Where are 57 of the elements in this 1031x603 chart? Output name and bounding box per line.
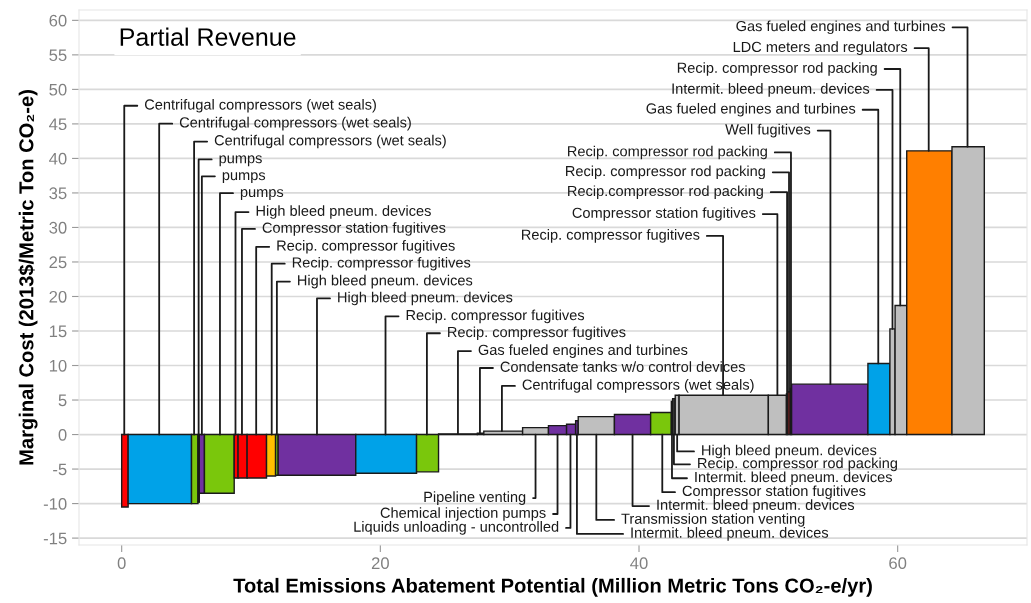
annotation: pumps <box>219 155 262 167</box>
annotation: High bleed pneum. devices <box>256 205 431 219</box>
annotation: Recip. compressor rod packing <box>677 62 877 76</box>
y-tick-label: 45 <box>49 118 67 131</box>
x-tick-label: 60 <box>889 557 907 570</box>
annotation: Well fugitives <box>725 123 811 138</box>
y-tick-label: 55 <box>49 49 67 62</box>
annotation: Compressor station fugitives <box>572 207 756 221</box>
annotation: Intermit. bleed pneum. devices <box>672 83 870 97</box>
annotation: Centrifugal compressors (wet seals) <box>144 98 376 113</box>
annotation: Gas fueled engines and turbines <box>646 102 856 117</box>
annotation: pumps <box>222 172 266 184</box>
annotation: Recip. compressor fugitives <box>522 229 700 243</box>
annotation: Recip. compressor fugitives <box>448 326 626 341</box>
annotation: Recip. compressor fugitives <box>292 256 471 271</box>
annotation: Chemical injection pumps <box>380 507 546 521</box>
y-tick-label: 20 <box>49 290 67 303</box>
x-tick-label: 20 <box>371 557 389 570</box>
y-tick-label: 5 <box>58 394 67 407</box>
annotation: Intermit. bleed pneum. devices <box>657 499 855 513</box>
annotation: Intermit. bleed pneum. devices <box>695 471 893 486</box>
annotation: Centrifugal compressors (wet seals) <box>179 116 411 131</box>
annotation: Recip. compressor fugitives <box>406 309 585 324</box>
annotation: Compressor station fugitives <box>262 222 446 236</box>
annotation: Centrifugal compressors (wet seals) <box>214 134 446 149</box>
annotation: Gas fueled engines and turbines <box>478 344 688 358</box>
y-tick-label: -5 <box>53 463 67 476</box>
text: Partial Revenue <box>120 27 296 46</box>
annotation: Transmission station venting <box>621 513 805 527</box>
y-tick-label: -15 <box>43 532 67 545</box>
annotation: LDC meters and regulators <box>733 41 908 55</box>
y-tick-label: 10 <box>49 359 67 372</box>
annotation: Recip. compressor fugitives <box>277 240 455 254</box>
y-tick-label: 40 <box>49 152 67 165</box>
annotation: Intermit. bleed pneum. devices <box>631 527 829 541</box>
y-tick-label: 30 <box>49 221 67 234</box>
x-tick-label: 0 <box>117 557 126 570</box>
y-tick-label: -10 <box>43 497 67 510</box>
annotation: Pipeline venting <box>424 491 526 505</box>
annotation: Liquids unloading - uncontrolled <box>354 521 559 535</box>
x-axis-title: Total Emissions Abatement Potential (Million Metric Tons CO₂-e/yr) <box>233 577 872 597</box>
annotation: pumps <box>240 189 284 200</box>
annotation: Recip.compressor rod packing <box>568 185 763 199</box>
annotation: Compressor station fugitives <box>682 485 866 499</box>
annotation: High bleed pneum. devices <box>298 274 473 289</box>
y-tick-label: 25 <box>49 256 67 269</box>
annotation: Recip. compressor rod packing <box>566 165 765 180</box>
y-tick-label: 50 <box>49 83 67 96</box>
y-tick-label: 35 <box>49 187 67 200</box>
x-tick-label: 40 <box>630 557 648 570</box>
annotation: Recip. compressor rod packing <box>568 145 767 160</box>
y-tick-label: 15 <box>49 325 67 338</box>
annotation: High bleed pneum. devices <box>338 291 513 306</box>
annotation: Gas fueled engines and turbines <box>736 20 946 35</box>
y-tick-label: 0 <box>58 428 67 441</box>
y-tick-label: 60 <box>49 14 67 27</box>
y-axis-title: Marginal Cost (2013$/Metric Ton CO₂-e) <box>18 90 38 465</box>
